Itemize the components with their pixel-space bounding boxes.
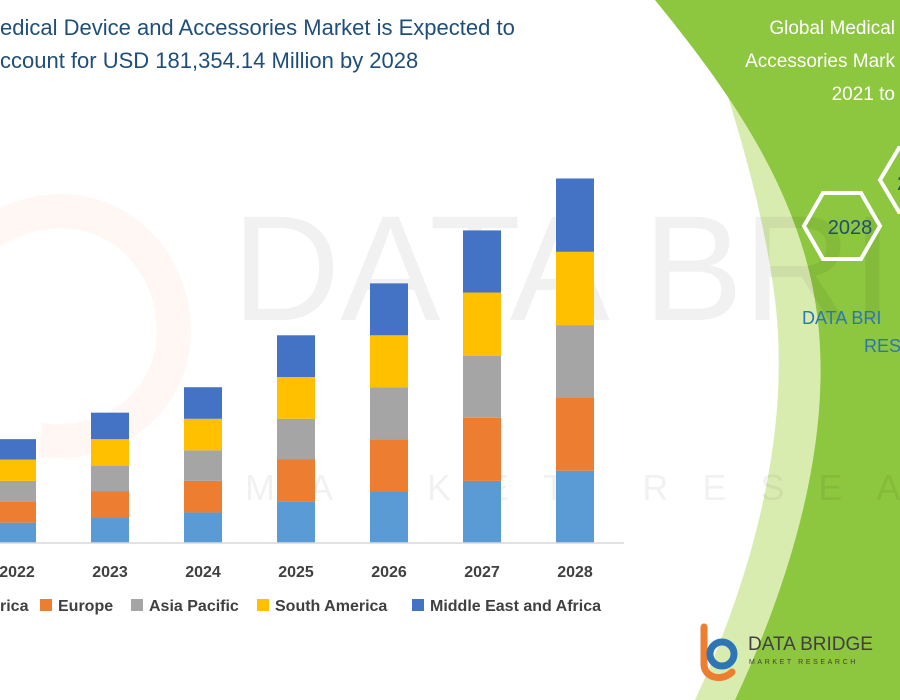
logo-tagline: MARKET RESEARCH (749, 659, 858, 666)
bar-segment-2027-0 (463, 480, 501, 543)
legend-label-3: South America (275, 598, 387, 615)
panel-brand-line-2: RES (864, 336, 900, 356)
legend-label-4: Middle East and Africa (430, 598, 601, 615)
side-title-line-3: 2021 to (832, 84, 895, 105)
hexagon-partial-label: 2 (897, 173, 900, 195)
data-bridge-logo: DATA BRIDGE MARKET RESEARCH (700, 623, 873, 682)
bar-segment-2026-2 (370, 387, 408, 440)
bar-segment-2028-0 (556, 470, 594, 543)
bar-segment-2025-4 (277, 335, 315, 378)
legend-label-2: Asia Pacific (149, 598, 239, 615)
bar-segment-2028-4 (556, 178, 594, 252)
chart-legend: rica Europe Asia Pacific South America Middl… (0, 598, 601, 615)
bar-segment-2025-0 (277, 501, 315, 543)
bar-segment-2024-0 (184, 512, 222, 543)
side-title-line-1: Global Medical (769, 18, 895, 39)
legend-label-0: rica (0, 598, 29, 615)
x-tick-label-2025: 2025 (278, 564, 314, 581)
x-tick-label-2026: 2026 (371, 564, 407, 581)
bar-segment-2027-4 (463, 230, 501, 293)
bar-segment-2022-1 (0, 501, 36, 523)
x-tick-label-2022: 2022 (0, 564, 35, 581)
legend-swatch-1 (40, 599, 52, 611)
bar-segment-2023-0 (91, 517, 129, 543)
hexagon-2028 (801, 191, 883, 261)
x-tick-label-2027: 2027 (464, 564, 500, 581)
logo-mark-blue (706, 638, 738, 670)
legend-swatch-4 (412, 599, 424, 611)
watermark-logo-shape (0, 194, 191, 458)
bar-segment-2027-3 (463, 292, 501, 356)
legend-swatch-2 (131, 599, 143, 611)
title-line-2: ccount for USD 181,354.14 Million by 202… (0, 48, 418, 73)
bar-segment-2028-3 (556, 251, 594, 326)
bar-segment-2026-4 (370, 283, 408, 336)
bar-segment-2027-2 (463, 355, 501, 418)
legend-label-1: Europe (58, 598, 113, 615)
bar-segment-2025-3 (277, 377, 315, 419)
legend-swatch-3 (257, 599, 269, 611)
bar-segment-2026-0 (370, 491, 408, 543)
x-tick-label-2024: 2024 (185, 564, 221, 581)
panel-brand-line-1: DATA BRI (802, 308, 881, 328)
bar-segment-2023-4 (91, 412, 129, 440)
bar-segment-2022-4 (0, 439, 36, 460)
hexagon-year-label: 2028 (828, 217, 873, 239)
logo-mark-orange (700, 623, 736, 682)
bar-segment-2027-1 (463, 417, 501, 481)
hexagon-partial (877, 146, 900, 214)
bar-segment-2024-3 (184, 418, 222, 451)
bar-segment-2023-1 (91, 491, 129, 518)
bar-segment-2022-3 (0, 459, 36, 481)
bar-segment-2025-1 (277, 459, 315, 502)
bar-segment-2023-3 (91, 439, 129, 466)
stacked-bar-chart (0, 178, 594, 543)
x-tick-label-2028: 2028 (557, 564, 593, 581)
bar-segment-2028-1 (556, 397, 594, 471)
x-tick-label-2023: 2023 (92, 564, 128, 581)
green-side-panel (655, 0, 900, 700)
bar-segment-2023-2 (91, 465, 129, 492)
side-title-line-2: Accessories Mark (745, 51, 895, 72)
bar-segment-2024-1 (184, 480, 222, 513)
bar-segment-2024-2 (184, 450, 222, 481)
x-axis-ticks: 2022 2023 2024 2025 2026 2027 2028 (0, 564, 593, 581)
bar-segment-2026-1 (370, 439, 408, 492)
bar-segment-2024-4 (184, 387, 222, 419)
bar-segment-2026-3 (370, 335, 408, 388)
bar-segment-2028-2 (556, 325, 594, 398)
title-line-1: edical Device and Accessories Market is … (0, 15, 515, 40)
bar-segment-2022-2 (0, 480, 36, 502)
bar-segment-2022-0 (0, 522, 36, 543)
bar-segment-2025-2 (277, 418, 315, 460)
logo-name: DATA BRIDGE (748, 634, 873, 655)
